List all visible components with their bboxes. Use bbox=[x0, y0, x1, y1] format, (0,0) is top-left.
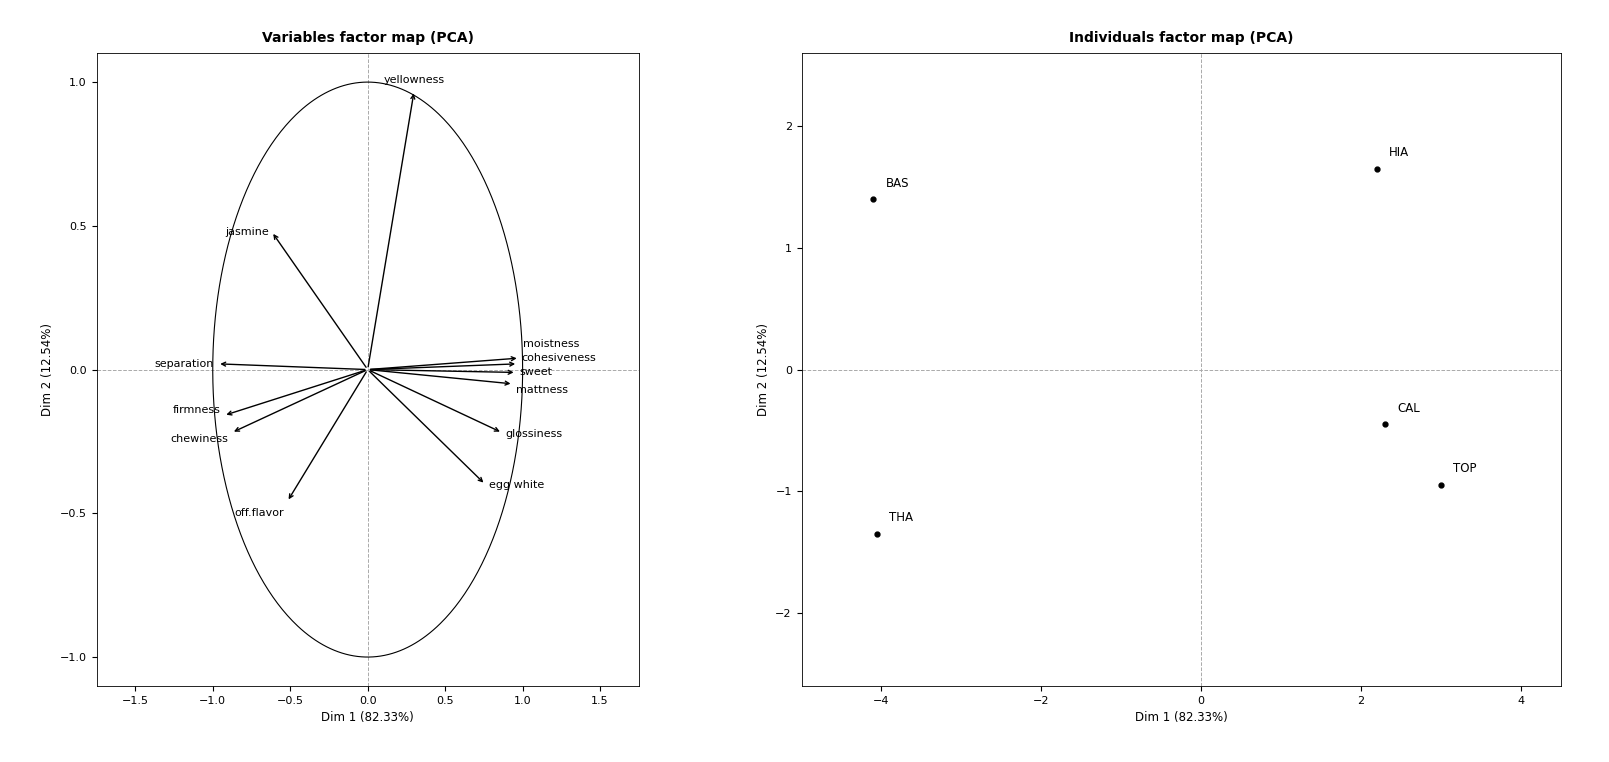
Text: egg white: egg white bbox=[489, 480, 544, 490]
Title: Variables factor map (PCA): Variables factor map (PCA) bbox=[262, 31, 473, 45]
Text: yellowness: yellowness bbox=[383, 75, 444, 85]
Text: off.flavor: off.flavor bbox=[235, 507, 285, 517]
Text: mattness: mattness bbox=[516, 385, 568, 395]
Text: separation: separation bbox=[154, 359, 214, 369]
Text: jasmine: jasmine bbox=[225, 226, 269, 236]
X-axis label: Dim 1 (82.33%): Dim 1 (82.33%) bbox=[322, 711, 414, 724]
Y-axis label: Dim 2 (12.54%): Dim 2 (12.54%) bbox=[42, 323, 55, 416]
Text: glossiness: glossiness bbox=[505, 428, 563, 439]
Text: sweet: sweet bbox=[520, 367, 552, 377]
Text: TOP: TOP bbox=[1453, 463, 1477, 475]
Text: chewiness: chewiness bbox=[171, 434, 228, 443]
Text: cohesiveness: cohesiveness bbox=[521, 353, 595, 363]
X-axis label: Dim 1 (82.33%): Dim 1 (82.33%) bbox=[1134, 711, 1228, 724]
Text: moistness: moistness bbox=[523, 339, 579, 350]
Text: HIA: HIA bbox=[1389, 146, 1409, 159]
Text: CAL: CAL bbox=[1397, 402, 1419, 415]
Title: Individuals factor map (PCA): Individuals factor map (PCA) bbox=[1068, 31, 1294, 45]
Text: THA: THA bbox=[890, 511, 914, 524]
Text: BAS: BAS bbox=[885, 177, 909, 190]
Y-axis label: Dim 2 (12.54%): Dim 2 (12.54%) bbox=[756, 323, 769, 416]
Text: firmness: firmness bbox=[172, 405, 220, 415]
